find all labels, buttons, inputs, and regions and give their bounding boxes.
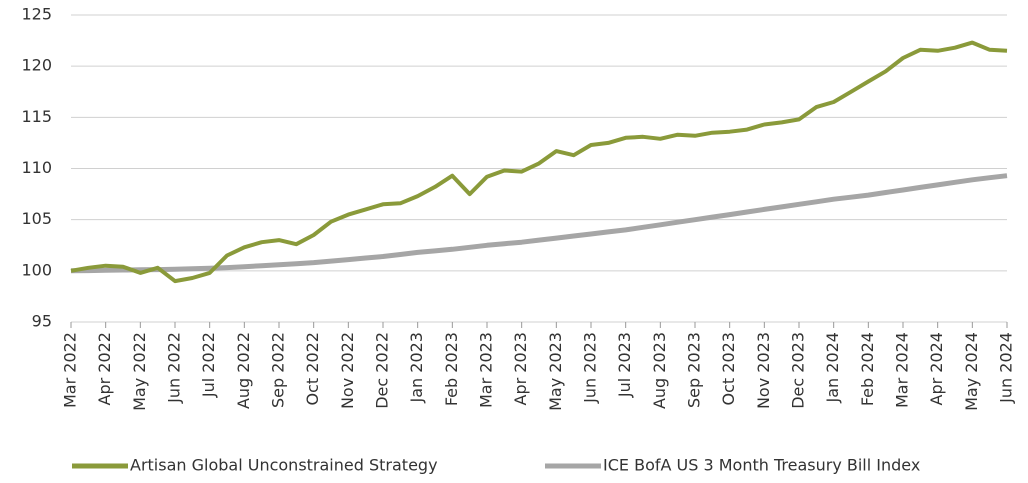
y-tick-label: 110 (21, 158, 52, 177)
y-tick-label: 105 (21, 209, 52, 228)
series-line (70, 173, 1008, 274)
x-tick-label: May 2022 (130, 332, 149, 411)
x-tick-label: May 2023 (546, 332, 565, 411)
x-tick-label: Nov 2022 (338, 332, 357, 409)
x-tick-label: Oct 2023 (719, 332, 738, 405)
x-tick-label: Mar 2022 (61, 332, 80, 408)
x-tick-label: Oct 2022 (303, 332, 322, 405)
series-line (70, 40, 1008, 284)
x-tick-label: Jun 2023 (581, 332, 600, 404)
y-tick-label: 125 (21, 5, 52, 24)
x-tick-label: Dec 2022 (373, 332, 392, 409)
x-tick-label: Aug 2022 (234, 332, 253, 409)
x-tick-label: Apr 2022 (95, 332, 114, 405)
x-tick-label: Sep 2022 (269, 332, 288, 408)
x-tick-label: Sep 2023 (685, 332, 704, 408)
y-tick-label: 95 (32, 312, 52, 331)
y-tick-label: 120 (21, 56, 52, 75)
x-tick-label: Dec 2023 (789, 332, 808, 409)
x-tick-label: Aug 2023 (650, 332, 669, 409)
legend-label: Artisan Global Unconstrained Strategy (130, 456, 438, 475)
x-tick-label: Nov 2023 (754, 332, 773, 409)
x-tick-label: Jun 2022 (165, 332, 184, 404)
y-tick-label: 100 (21, 260, 52, 279)
x-tick-label: Apr 2023 (511, 332, 530, 405)
x-tick-label: Jul 2023 (615, 332, 634, 398)
legend-label: ICE BofA US 3 Month Treasury Bill Index (603, 456, 920, 475)
x-tick-label: Jan 2024 (823, 332, 842, 403)
x-tick-label: Apr 2024 (927, 332, 946, 405)
x-tick-label: Jul 2022 (199, 332, 218, 398)
x-tick-label: Mar 2023 (477, 332, 496, 408)
x-tick-label: Feb 2024 (858, 332, 877, 406)
x-tick-label: May 2024 (962, 332, 981, 411)
x-tick-label: Jan 2023 (407, 332, 426, 403)
x-tick-label: Feb 2023 (442, 332, 461, 406)
x-tick-label: Jun 2024 (997, 332, 1016, 404)
x-tick-label: Mar 2024 (893, 332, 912, 408)
y-tick-label: 115 (21, 107, 52, 126)
